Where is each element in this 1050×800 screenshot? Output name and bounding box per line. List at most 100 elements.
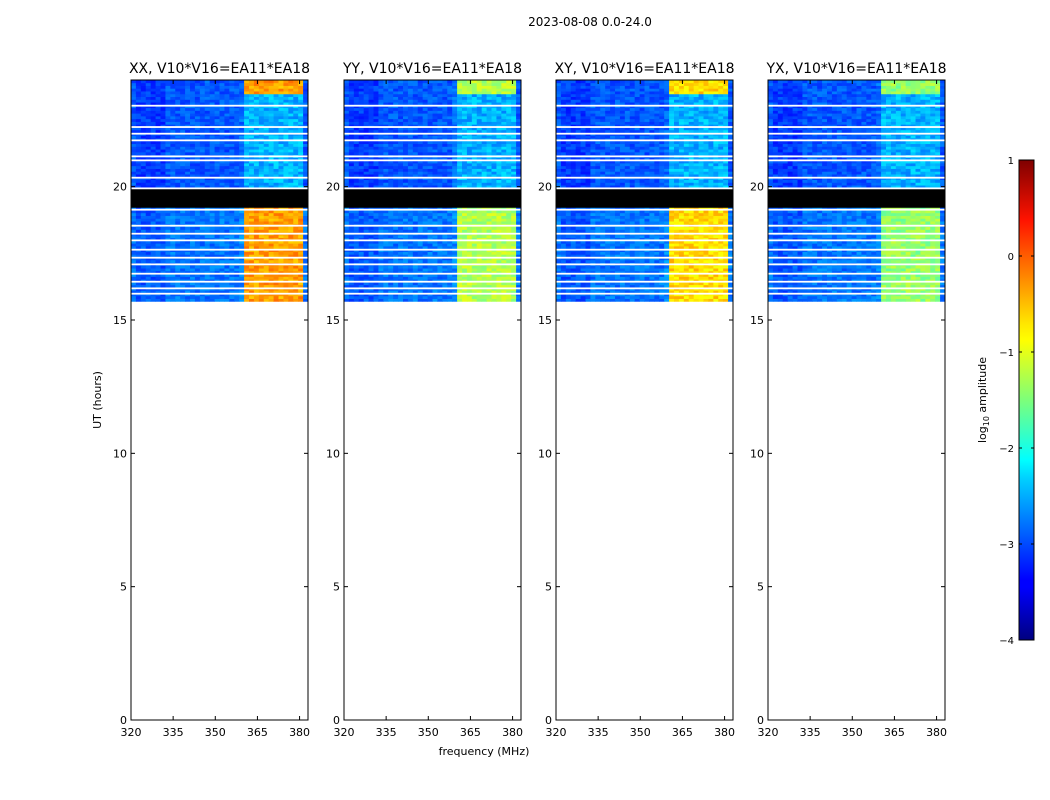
heatmap-cell [249, 168, 255, 172]
heatmap-cell [358, 140, 365, 145]
heatmap-cell [476, 121, 483, 125]
heatmap-cell [432, 135, 438, 139]
heatmap-cell [190, 210, 196, 214]
heatmap-cell [253, 151, 260, 156]
heatmap-cell [378, 140, 384, 145]
heatmap-cell [244, 99, 250, 103]
heatmap-cell [278, 93, 284, 97]
heatmap-cell [303, 226, 309, 230]
heatmap-cell [516, 295, 522, 299]
heatmap-cell [466, 113, 473, 117]
heatmap-cell [412, 146, 419, 150]
heatmap-cell [403, 254, 409, 258]
heatmap-cell [368, 165, 374, 169]
heatmap-cell [486, 237, 492, 241]
heatmap-cell [466, 243, 473, 247]
heatmap-cell [190, 160, 196, 164]
heatmap-cell [165, 254, 171, 258]
heatmap-cell [496, 179, 502, 183]
heatmap-cell [268, 174, 274, 178]
heatmap-cell [199, 127, 206, 131]
heatmap-cell [447, 163, 453, 167]
heatmap-cell [229, 182, 235, 186]
heatmap-cell [278, 157, 284, 161]
heatmap-cell [393, 221, 399, 225]
heatmap-cell [348, 254, 355, 258]
heatmap-cell [457, 149, 463, 153]
heatmap-cell [194, 146, 201, 150]
heatmap-cell [214, 246, 220, 250]
heatmap-cell [293, 268, 299, 272]
heatmap-cell [175, 88, 181, 92]
heatmap-cell [175, 268, 181, 272]
heatmap-cell [393, 127, 399, 131]
heatmap-cell [229, 82, 235, 86]
heatmap-cell [258, 157, 265, 161]
heatmap-cell [204, 270, 211, 275]
heatmap-cell [457, 135, 463, 139]
heatmap-cell [412, 268, 419, 272]
heatmap-cell [224, 265, 230, 269]
heatmap-cell [268, 110, 274, 114]
heatmap-cell [170, 237, 176, 241]
heatmap-cell [407, 254, 414, 258]
heatmap-cell [412, 273, 419, 277]
heatmap-cell [160, 240, 166, 244]
heatmap-cell [442, 146, 448, 150]
heatmap-cell [283, 212, 289, 216]
heatmap-cell [442, 151, 448, 156]
heatmap-cell [165, 168, 171, 172]
heatmap-cell [219, 149, 225, 153]
heatmap-cell [263, 168, 270, 172]
heatmap-cell [353, 118, 360, 122]
heatmap-cell [398, 110, 404, 114]
heatmap-cell [506, 135, 512, 139]
heatmap-cell [219, 210, 225, 214]
heatmap-cell [422, 135, 428, 139]
heatmap-cell [368, 113, 374, 117]
heatmap-cell [258, 229, 265, 233]
heatmap-cell [135, 174, 142, 178]
heatmap-cell [462, 226, 468, 230]
heatmap-cell [185, 140, 191, 145]
heatmap-cell [249, 273, 255, 277]
heatmap-cell [344, 118, 350, 122]
heatmap-cell [378, 298, 384, 302]
heatmap-cell [204, 110, 211, 114]
heatmap-cell [417, 129, 424, 133]
heatmap-cell [194, 290, 201, 294]
heatmap-cell [180, 160, 186, 164]
heatmap-cell [491, 179, 497, 183]
heatmap-cell [344, 135, 350, 139]
heatmap-cell [204, 265, 211, 269]
heatmap-cell [462, 268, 468, 272]
heatmap-cell [481, 149, 487, 153]
heatmap-cell [288, 268, 294, 272]
heatmap-cell [244, 210, 250, 214]
heatmap-cell [388, 270, 394, 275]
heatmap-cell [229, 226, 235, 230]
heatmap-cell [511, 234, 517, 239]
heatmap-cell [491, 171, 497, 175]
heatmap-cell [403, 127, 409, 131]
heatmap-cell [481, 215, 487, 219]
heatmap-cell [224, 276, 230, 280]
heatmap-cell [516, 212, 522, 216]
heatmap-cell [442, 221, 448, 225]
heatmap-cell [278, 82, 284, 86]
heatmap-cell [298, 273, 304, 277]
heatmap-cell [244, 165, 250, 169]
x-tick-label: 335 [163, 726, 184, 739]
heatmap-cell [501, 221, 507, 225]
heatmap-cell [145, 96, 152, 100]
heatmap-cell [373, 143, 379, 147]
heatmap-cell [180, 212, 186, 216]
heatmap-cell [249, 157, 255, 161]
heatmap-cell [160, 290, 166, 294]
heatmap-cell [358, 243, 365, 247]
heatmap-cell [452, 107, 458, 111]
heatmap-cell [273, 240, 279, 244]
heatmap-cell [378, 121, 384, 125]
heatmap-cell [398, 146, 404, 150]
heatmap-cell [283, 146, 289, 150]
